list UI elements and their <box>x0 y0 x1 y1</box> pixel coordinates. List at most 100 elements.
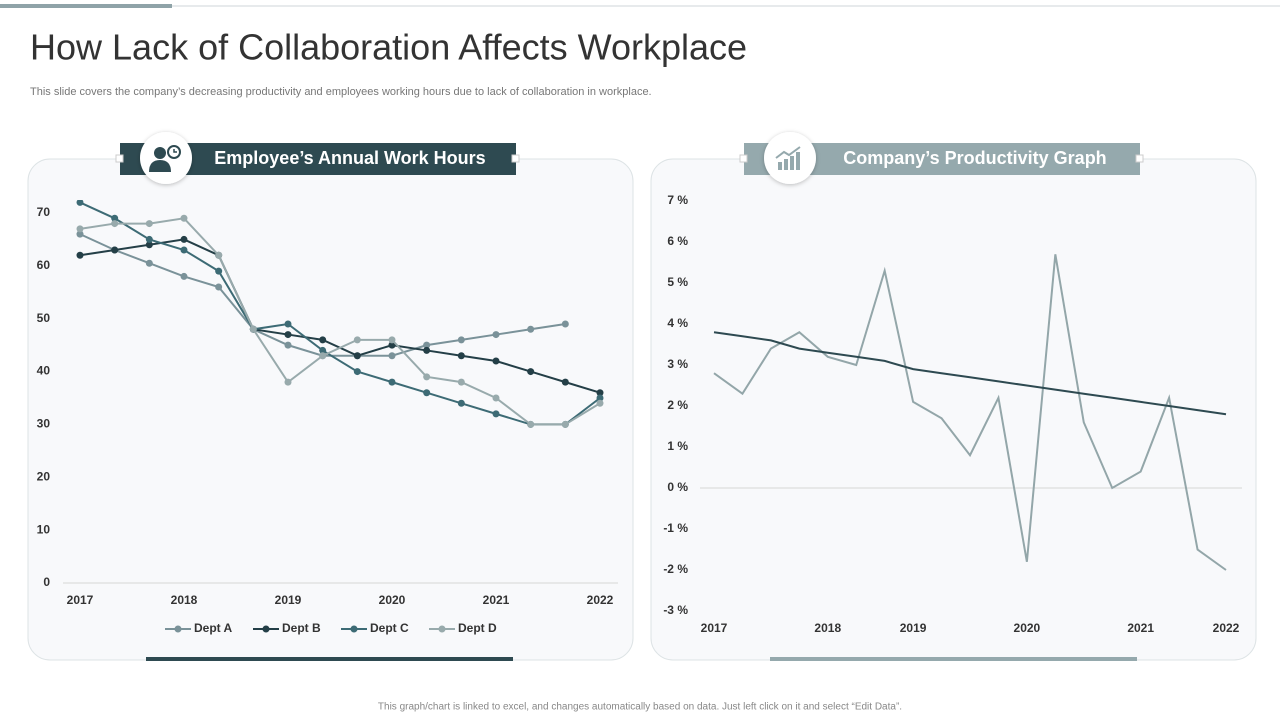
data-point <box>180 235 188 243</box>
data-point <box>596 389 604 397</box>
legend-label: Dept B <box>282 621 321 635</box>
left-accent <box>146 657 513 661</box>
handle <box>511 154 520 163</box>
x-tick-label: 2020 <box>1014 621 1041 635</box>
right-accent <box>770 657 1137 661</box>
y-tick-label: -1 % <box>663 521 688 535</box>
data-point <box>492 410 500 418</box>
x-tick-label: 2017 <box>701 621 728 635</box>
y-tick-label: 30 <box>37 417 51 431</box>
data-point <box>284 341 292 349</box>
chart-title: Company’s Productivity Graph <box>843 148 1106 168</box>
y-tick-label: 60 <box>37 258 51 272</box>
plot <box>76 200 604 428</box>
legend-label: Dept A <box>194 621 233 635</box>
y-tick-label: 5 % <box>667 275 688 289</box>
y-tick-label: 20 <box>37 469 51 483</box>
y-tick-label: 0 <box>43 575 50 589</box>
y-tick-label: 10 <box>37 522 51 536</box>
data-point <box>596 399 604 407</box>
y-tick-label: 4 % <box>667 316 688 330</box>
x-tick-label: 2020 <box>379 593 406 607</box>
y-tick-label: 6 % <box>667 234 688 248</box>
x-tick-label: 2018 <box>814 621 841 635</box>
data-point <box>76 200 84 206</box>
data-point <box>388 378 396 386</box>
data-point <box>76 251 84 259</box>
x-tick-label: 2022 <box>587 593 614 607</box>
data-point <box>527 368 535 376</box>
data-point <box>180 246 188 254</box>
y-tick-label: 0 % <box>667 480 688 494</box>
data-point <box>215 251 223 259</box>
handle <box>115 154 124 163</box>
data-point <box>353 368 361 376</box>
data-point <box>561 378 569 386</box>
data-point <box>457 378 465 386</box>
data-point <box>492 331 500 339</box>
legend-marker <box>438 625 446 633</box>
x-tick-label: 2017 <box>67 593 94 607</box>
data-point <box>423 346 431 354</box>
data-point <box>145 235 153 243</box>
people-icon <box>149 145 181 172</box>
data-point <box>457 336 465 344</box>
y-tick-label: 50 <box>37 311 51 325</box>
series-line <box>79 217 601 426</box>
legend-label: Dept C <box>370 621 409 635</box>
legend-marker <box>174 625 182 633</box>
legend-marker <box>350 625 358 633</box>
left-panel <box>27 158 634 661</box>
handle <box>1135 154 1144 163</box>
data-point <box>249 325 257 333</box>
x-tick-label: 2021 <box>1127 621 1154 635</box>
slide-title: How Lack of Collaboration Affects Workpl… <box>30 27 747 68</box>
data-point <box>388 352 396 360</box>
x-tick-label: 2018 <box>171 593 198 607</box>
x-tick-label: 2021 <box>483 593 510 607</box>
data-point <box>319 352 327 360</box>
legend-marker <box>262 625 270 633</box>
data-point <box>561 420 569 428</box>
y-tick-label: -2 % <box>663 562 688 576</box>
series-line <box>79 201 601 426</box>
data-point <box>111 246 119 254</box>
data-point <box>145 220 153 228</box>
data-point <box>215 283 223 291</box>
data-point <box>353 352 361 360</box>
data-point <box>111 220 119 228</box>
footer-note: This graph/chart is linked to excel, and… <box>378 702 902 713</box>
top-accent <box>0 4 172 8</box>
series-line <box>713 254 1227 571</box>
data-point <box>319 346 327 354</box>
data-point <box>284 320 292 328</box>
growth-icon <box>775 146 801 170</box>
y-tick-label: 7 % <box>667 193 688 207</box>
x-tick-label: 2019 <box>900 621 927 635</box>
plot <box>713 254 1227 571</box>
y-tick-label: 2 % <box>667 398 688 412</box>
slide-subtitle: This slide covers the company’s decreasi… <box>30 86 652 98</box>
data-point <box>492 394 500 402</box>
data-point <box>423 341 431 349</box>
data-point <box>284 331 292 339</box>
series-line <box>713 331 1227 416</box>
data-point <box>492 357 500 365</box>
chart-title: Employee’s Annual Work Hours <box>214 148 485 168</box>
data-point <box>180 214 188 222</box>
data-point <box>388 341 396 349</box>
data-point <box>527 325 535 333</box>
handle <box>739 154 748 163</box>
data-point <box>561 320 569 328</box>
data-point <box>284 378 292 386</box>
data-point <box>527 420 535 428</box>
y-tick-label: 70 <box>37 205 51 219</box>
data-point <box>353 336 361 344</box>
y-tick-label: 1 % <box>667 439 688 453</box>
data-point <box>180 272 188 280</box>
x-tick-label: 2019 <box>275 593 302 607</box>
data-point <box>319 336 327 344</box>
data-point <box>596 394 604 402</box>
